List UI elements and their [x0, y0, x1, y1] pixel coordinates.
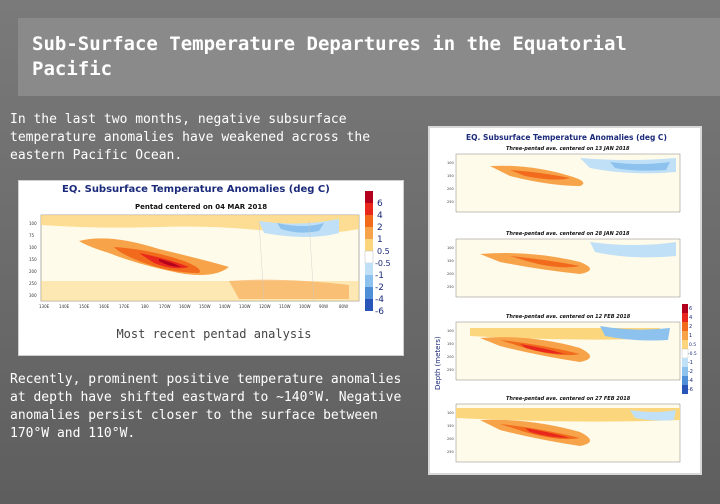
svg-text:150: 150	[447, 259, 454, 263]
lon-tick: 80W	[339, 304, 348, 309]
colorbar-label: 4	[689, 315, 692, 321]
svg-text:250: 250	[447, 285, 454, 289]
depth-tick: 100	[29, 221, 37, 226]
svg-text:100: 100	[447, 246, 454, 250]
recent-anomaly-plot: EQ. Subsurface Temperature Anomalies (de…	[29, 184, 391, 317]
lon-tick: 170W	[159, 304, 171, 309]
lon-tick: 90W	[319, 304, 328, 309]
panel-label: Three-pentad ave. centered on 12 FEB 201…	[506, 314, 631, 320]
lon-tick: 160W	[179, 304, 191, 309]
colorbar-label: -6	[688, 387, 693, 393]
depth-tick: 150	[29, 257, 37, 262]
slide-title: Sub-Surface Temperature Departures in th…	[32, 33, 627, 80]
colorbar-label: 2	[377, 223, 383, 233]
recent-figure-caption: Most recent pentad analysis	[116, 327, 312, 341]
colorbar-swatch	[365, 239, 373, 251]
colorbar-swatch	[365, 227, 373, 239]
colorbar-label: -6	[375, 307, 384, 317]
summary-paragraph: Recently, prominent positive temperature…	[10, 372, 402, 441]
colorbar-swatch	[365, 263, 373, 275]
history-panel-1: Three-pentad ave. centered on 13 JAN 201…	[447, 146, 681, 213]
recent-colorbar: 6 4 2 1 0.5 -0.5 -1 -2 -4 -6	[364, 191, 391, 317]
recent-figure-title: EQ. Subsurface Temperature Anomalies (de…	[62, 184, 330, 195]
panel-label: Three-pentad ave. centered on 28 JAN 201…	[506, 231, 630, 237]
panel-label: Three-pentad ave. centered on 27 FEB 201…	[506, 396, 631, 402]
lon-tick: 180	[141, 304, 149, 309]
colorbar-swatch	[365, 287, 373, 299]
recent-pentad-figure: EQ. Subsurface Temperature Anomalies (de…	[18, 180, 404, 356]
lon-tick: 110W	[279, 304, 291, 309]
colorbar-label: -2	[375, 283, 384, 293]
colorbar-label: -4	[375, 295, 384, 305]
svg-text:100: 100	[447, 329, 454, 333]
svg-text:100: 100	[447, 411, 454, 415]
history-figure-ylabel: Depth (meters)	[434, 336, 442, 390]
lon-tick: 140W	[219, 304, 231, 309]
depth-tick: 300	[29, 293, 37, 298]
lon-tick: 100W	[299, 304, 311, 309]
lon-tick: 150W	[199, 304, 211, 309]
colorbar-label: 6	[689, 306, 692, 312]
colorbar-label: 6	[377, 199, 383, 209]
recent-plot-area	[40, 214, 360, 302]
colorbar-swatch	[365, 275, 373, 287]
history-panel-3: Three-pentad ave. centered on 12 FEB 201…	[447, 314, 681, 381]
colorbar-label: -1	[375, 271, 384, 281]
colorbar-swatch	[365, 215, 373, 227]
lon-tick: 140E	[59, 304, 70, 309]
svg-text:250: 250	[447, 450, 454, 454]
svg-text:200: 200	[447, 437, 454, 441]
svg-text:250: 250	[447, 368, 454, 372]
depth-tick: 100	[29, 245, 37, 250]
depth-tick: 75	[29, 233, 35, 238]
title-bar: Sub-Surface Temperature Departures in th…	[18, 18, 720, 96]
history-anomaly-plots: EQ. Subsurface Temperature Anomalies (de…	[434, 133, 697, 463]
colorbar-label: -1	[688, 360, 693, 366]
lon-tick: 170E	[119, 304, 130, 309]
colorbar-swatch	[365, 299, 373, 311]
colorbar-label: 1	[689, 333, 692, 339]
svg-text:250: 250	[447, 200, 454, 204]
colorbar-label: -4	[688, 378, 693, 384]
colorbar-label: 0.5	[377, 247, 390, 256]
lon-tick: 130E	[39, 304, 50, 309]
lon-tick: 130W	[239, 304, 251, 309]
intro-paragraph: In the last two months, negative subsurf…	[10, 112, 371, 163]
colorbar-swatch	[365, 203, 373, 215]
svg-text:200: 200	[447, 355, 454, 359]
svg-text:200: 200	[447, 187, 454, 191]
colorbar-label: -2	[688, 369, 693, 375]
svg-text:150: 150	[447, 342, 454, 346]
colorbar-label: 4	[377, 211, 383, 221]
svg-text:200: 200	[447, 272, 454, 276]
colorbar-swatch	[364, 250, 374, 264]
colorbar-label: 2	[689, 324, 692, 330]
history-figure-title: EQ. Subsurface Temperature Anomalies (de…	[466, 133, 667, 142]
colorbar-label: 0.5	[689, 342, 696, 348]
recent-lon-ticks: 130E 140E 150E 160E 170E 180 170W 160W 1…	[39, 304, 348, 309]
recent-depth-ticks: 100 75 100 150 200 250 300	[29, 221, 37, 298]
lon-tick: 160E	[99, 304, 110, 309]
panel-label: Three-pentad ave. centered on 13 JAN 201…	[506, 146, 630, 152]
history-figure: EQ. Subsurface Temperature Anomalies (de…	[428, 126, 702, 475]
history-panel-2: Three-pentad ave. centered on 28 JAN 201…	[447, 231, 681, 298]
colorbar-label: -0.5	[375, 259, 391, 268]
svg-text:150: 150	[447, 174, 454, 178]
depth-tick: 200	[29, 269, 37, 274]
colorbar-label: 1	[377, 235, 383, 245]
history-panel-4: Three-pentad ave. centered on 27 FEB 201…	[447, 396, 681, 463]
depth-tick: 250	[29, 281, 37, 286]
svg-text:100: 100	[447, 161, 454, 165]
history-colorbar: 6 4 2 1 0.5 -0.5 -1 -2 -4 -6	[681, 304, 697, 394]
recent-figure-subtitle: Pentad centered on 04 MAR 2018	[135, 203, 267, 211]
svg-text:150: 150	[447, 424, 454, 428]
colorbar-label: -0.5	[688, 351, 697, 357]
colorbar-swatch	[365, 191, 373, 203]
lon-tick: 120W	[259, 304, 271, 309]
lon-tick: 150E	[79, 304, 90, 309]
